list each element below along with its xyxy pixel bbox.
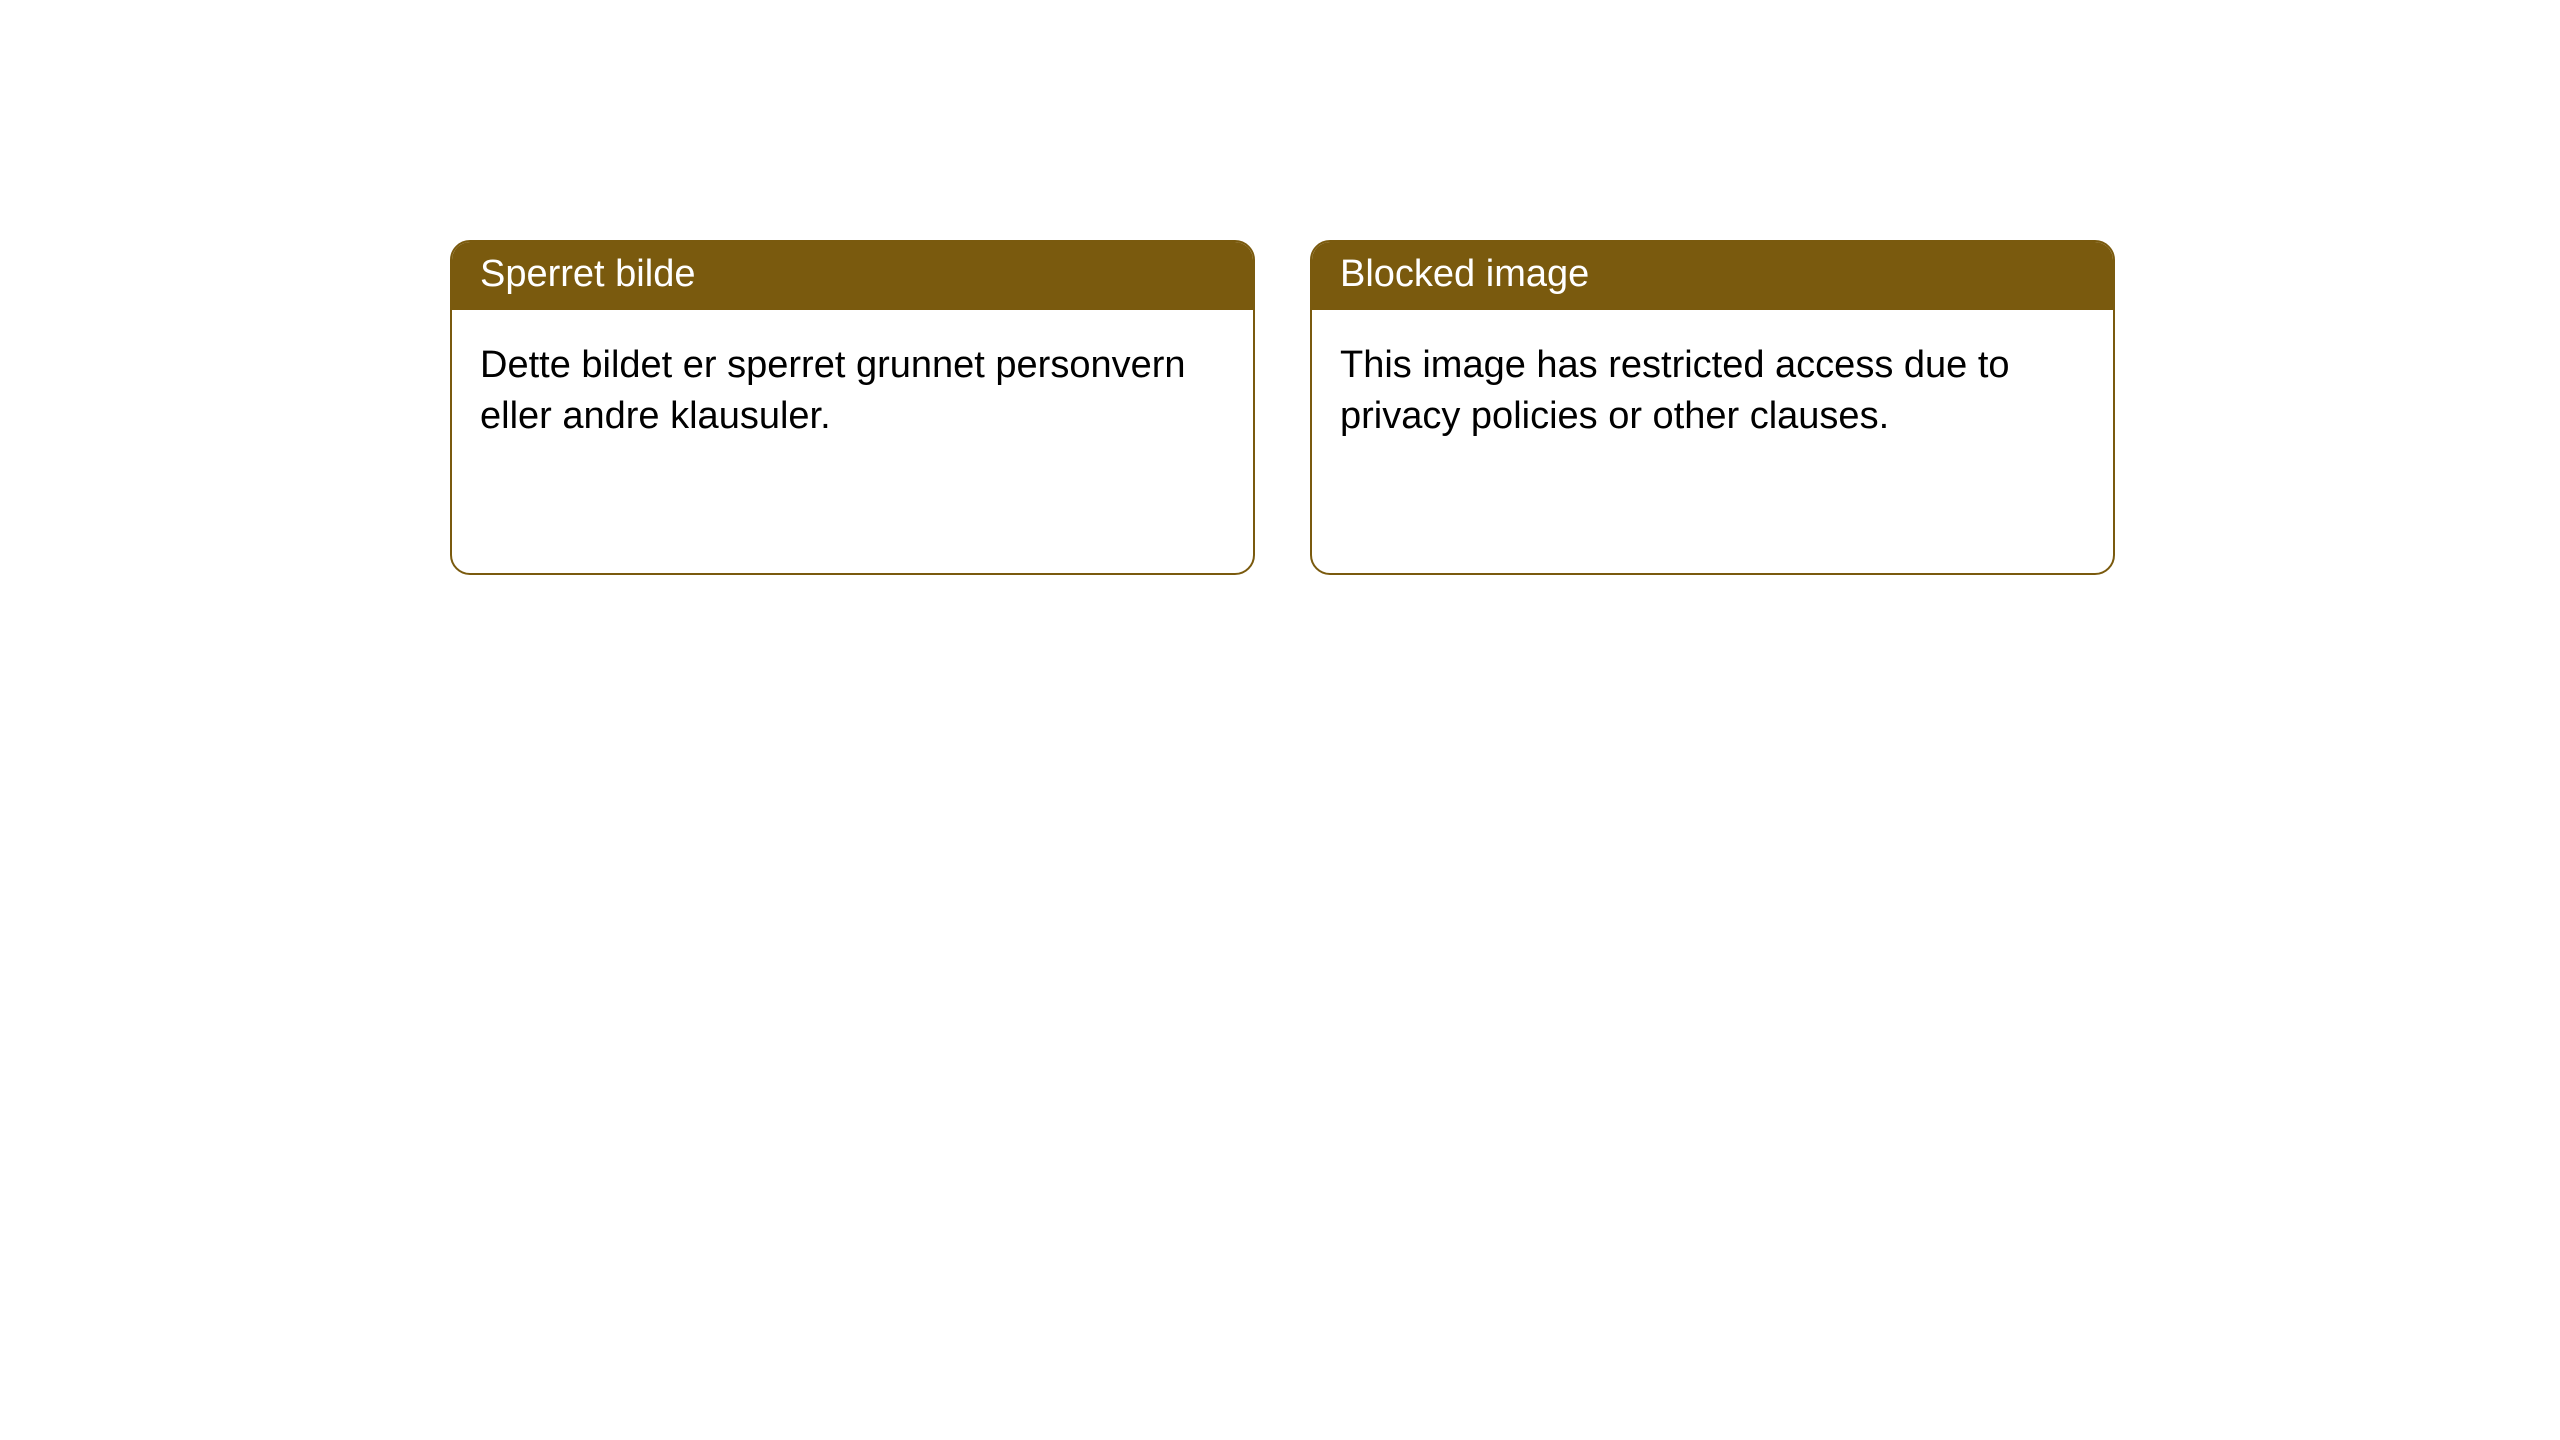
card-body: Dette bildet er sperret grunnet personve… — [452, 310, 1253, 473]
card-title: Sperret bilde — [480, 253, 695, 295]
card-header: Sperret bilde — [452, 242, 1253, 310]
card-body-text: This image has restricted access due to … — [1340, 344, 2010, 437]
card-body-text: Dette bildet er sperret grunnet personve… — [480, 344, 1186, 437]
card-title: Blocked image — [1340, 253, 1589, 295]
cards-container: Sperret bilde Dette bildet er sperret gr… — [0, 0, 2560, 575]
card-body: This image has restricted access due to … — [1312, 310, 2113, 473]
card-header: Blocked image — [1312, 242, 2113, 310]
blocked-image-card-en: Blocked image This image has restricted … — [1310, 240, 2115, 575]
blocked-image-card-no: Sperret bilde Dette bildet er sperret gr… — [450, 240, 1255, 575]
